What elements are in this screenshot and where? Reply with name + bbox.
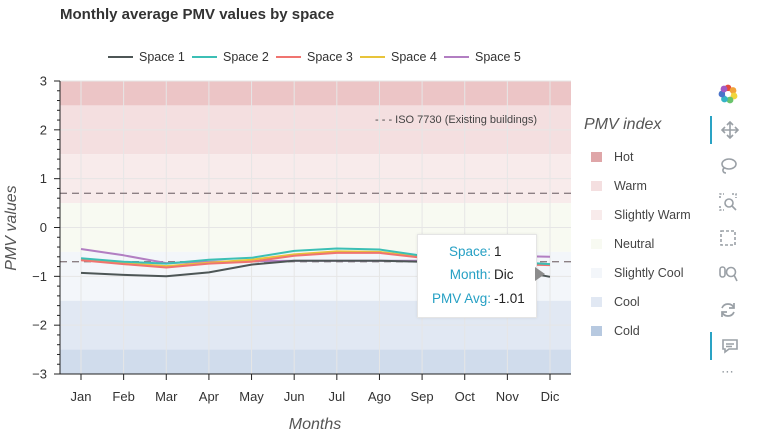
legend-item: Slightly Warm (584, 200, 704, 229)
lasso-select-icon[interactable] (710, 152, 746, 180)
x-tick-label: Feb (112, 389, 134, 404)
legend-label: Warm (614, 178, 647, 193)
x-tick-label: Apr (199, 389, 220, 404)
x-tick-label: Oct (455, 389, 476, 404)
legend-label: Space 4 (391, 50, 437, 64)
y-tick-label: −3 (32, 367, 47, 382)
chart-toolbar: ⋯ (710, 78, 750, 379)
tooltip-value: -1.01 (494, 291, 525, 306)
legend-label: Space 5 (475, 50, 521, 64)
wheel-zoom-icon[interactable] (710, 260, 746, 288)
x-tick-label: Sep (411, 389, 434, 404)
tooltip-key: Space: (448, 244, 491, 259)
x-tick-label: Dic (541, 389, 560, 404)
legend-label: Space 1 (139, 50, 185, 64)
x-tick-label: Jan (71, 389, 92, 404)
legend-swatch (591, 151, 602, 162)
tooltip-value: Dic (494, 267, 514, 282)
legend-label: Space 3 (307, 50, 353, 64)
box-select-icon[interactable] (710, 224, 746, 252)
legend-item: Neutral (584, 229, 704, 258)
tooltip-row-month: Month: Dic (418, 267, 536, 289)
x-tick-label: May (239, 389, 264, 404)
x-tick-label: Ago (368, 389, 391, 404)
zoom-box-icon[interactable] (710, 188, 746, 216)
hover-tooltip: Space: 1 Month: Dic PMV Avg: -1.01 (417, 234, 537, 318)
legend-swatch (591, 267, 602, 278)
legend-item: Cold (584, 316, 704, 345)
legend-item: Slightly Cool (584, 258, 704, 287)
pan-icon[interactable] (710, 116, 748, 144)
legend-label: Space 2 (223, 50, 269, 64)
x-axis-label: Months (289, 416, 341, 433)
legend-item: Warm (584, 171, 704, 200)
y-tick-label: 3 (40, 74, 47, 89)
x-tick-label: Jul (329, 389, 346, 404)
legend-swatch (591, 296, 602, 307)
more-icon[interactable]: ⋯ (721, 364, 735, 379)
y-tick-label: −2 (32, 318, 47, 333)
iso-annotation: - - - ISO 7730 (Existing buildings) (375, 114, 537, 126)
bokeh-logo-icon[interactable] (710, 80, 746, 108)
legend-item: Hot (584, 142, 704, 171)
tooltip-pointer (535, 267, 545, 281)
legend-label: Hot (614, 149, 634, 164)
hover-icon[interactable] (710, 332, 748, 360)
y-tick-label: 1 (40, 171, 47, 186)
y-tick-label: −1 (32, 269, 47, 284)
legend-swatch (591, 325, 602, 336)
legend-label: Slightly Warm (614, 207, 691, 222)
legend-label: Neutral (614, 236, 655, 251)
x-tick-label: Nov (496, 389, 520, 404)
legend-label: Cold (614, 323, 640, 338)
x-tick-label: Jun (284, 389, 305, 404)
legend-item: Cool (584, 287, 704, 316)
legend-swatch (591, 238, 602, 249)
legend-label: Slightly Cool (614, 265, 684, 280)
legend-swatch (591, 209, 602, 220)
tooltip-row-pmv: PMV Avg: -1.01 (418, 291, 536, 313)
legend-swatch (591, 180, 602, 191)
series-legend: Space 1 Space 2 Space 3 Space 4 Space 5 (108, 50, 521, 64)
tooltip-row-space: Space: 1 (418, 244, 536, 266)
tooltip-key: PMV Avg: (431, 291, 491, 306)
band-cold (60, 349, 571, 374)
legend-label: Cool (614, 294, 640, 309)
pmv-index-legend: PMV index Hot Warm Slightly Warm Neutral Sli… (584, 116, 704, 345)
reset-icon[interactable] (710, 296, 746, 324)
tooltip-value: 1 (494, 244, 502, 259)
band-hot (60, 81, 571, 106)
y-tick-label: 2 (40, 122, 47, 137)
axes: 3 2 1 0 −1 −2 −3 Jan Feb Mar Apr May Jun Jul Ago Sep Oct… (32, 74, 571, 404)
chart-title: Monthly average PMV values by space (60, 6, 335, 23)
tooltip-key: Month: (449, 267, 491, 282)
y-tick-label: 0 (40, 220, 47, 235)
y-axis-label: PMV values (3, 185, 20, 270)
x-tick-label: Mar (155, 389, 178, 404)
legend-title: PMV index (584, 116, 662, 133)
